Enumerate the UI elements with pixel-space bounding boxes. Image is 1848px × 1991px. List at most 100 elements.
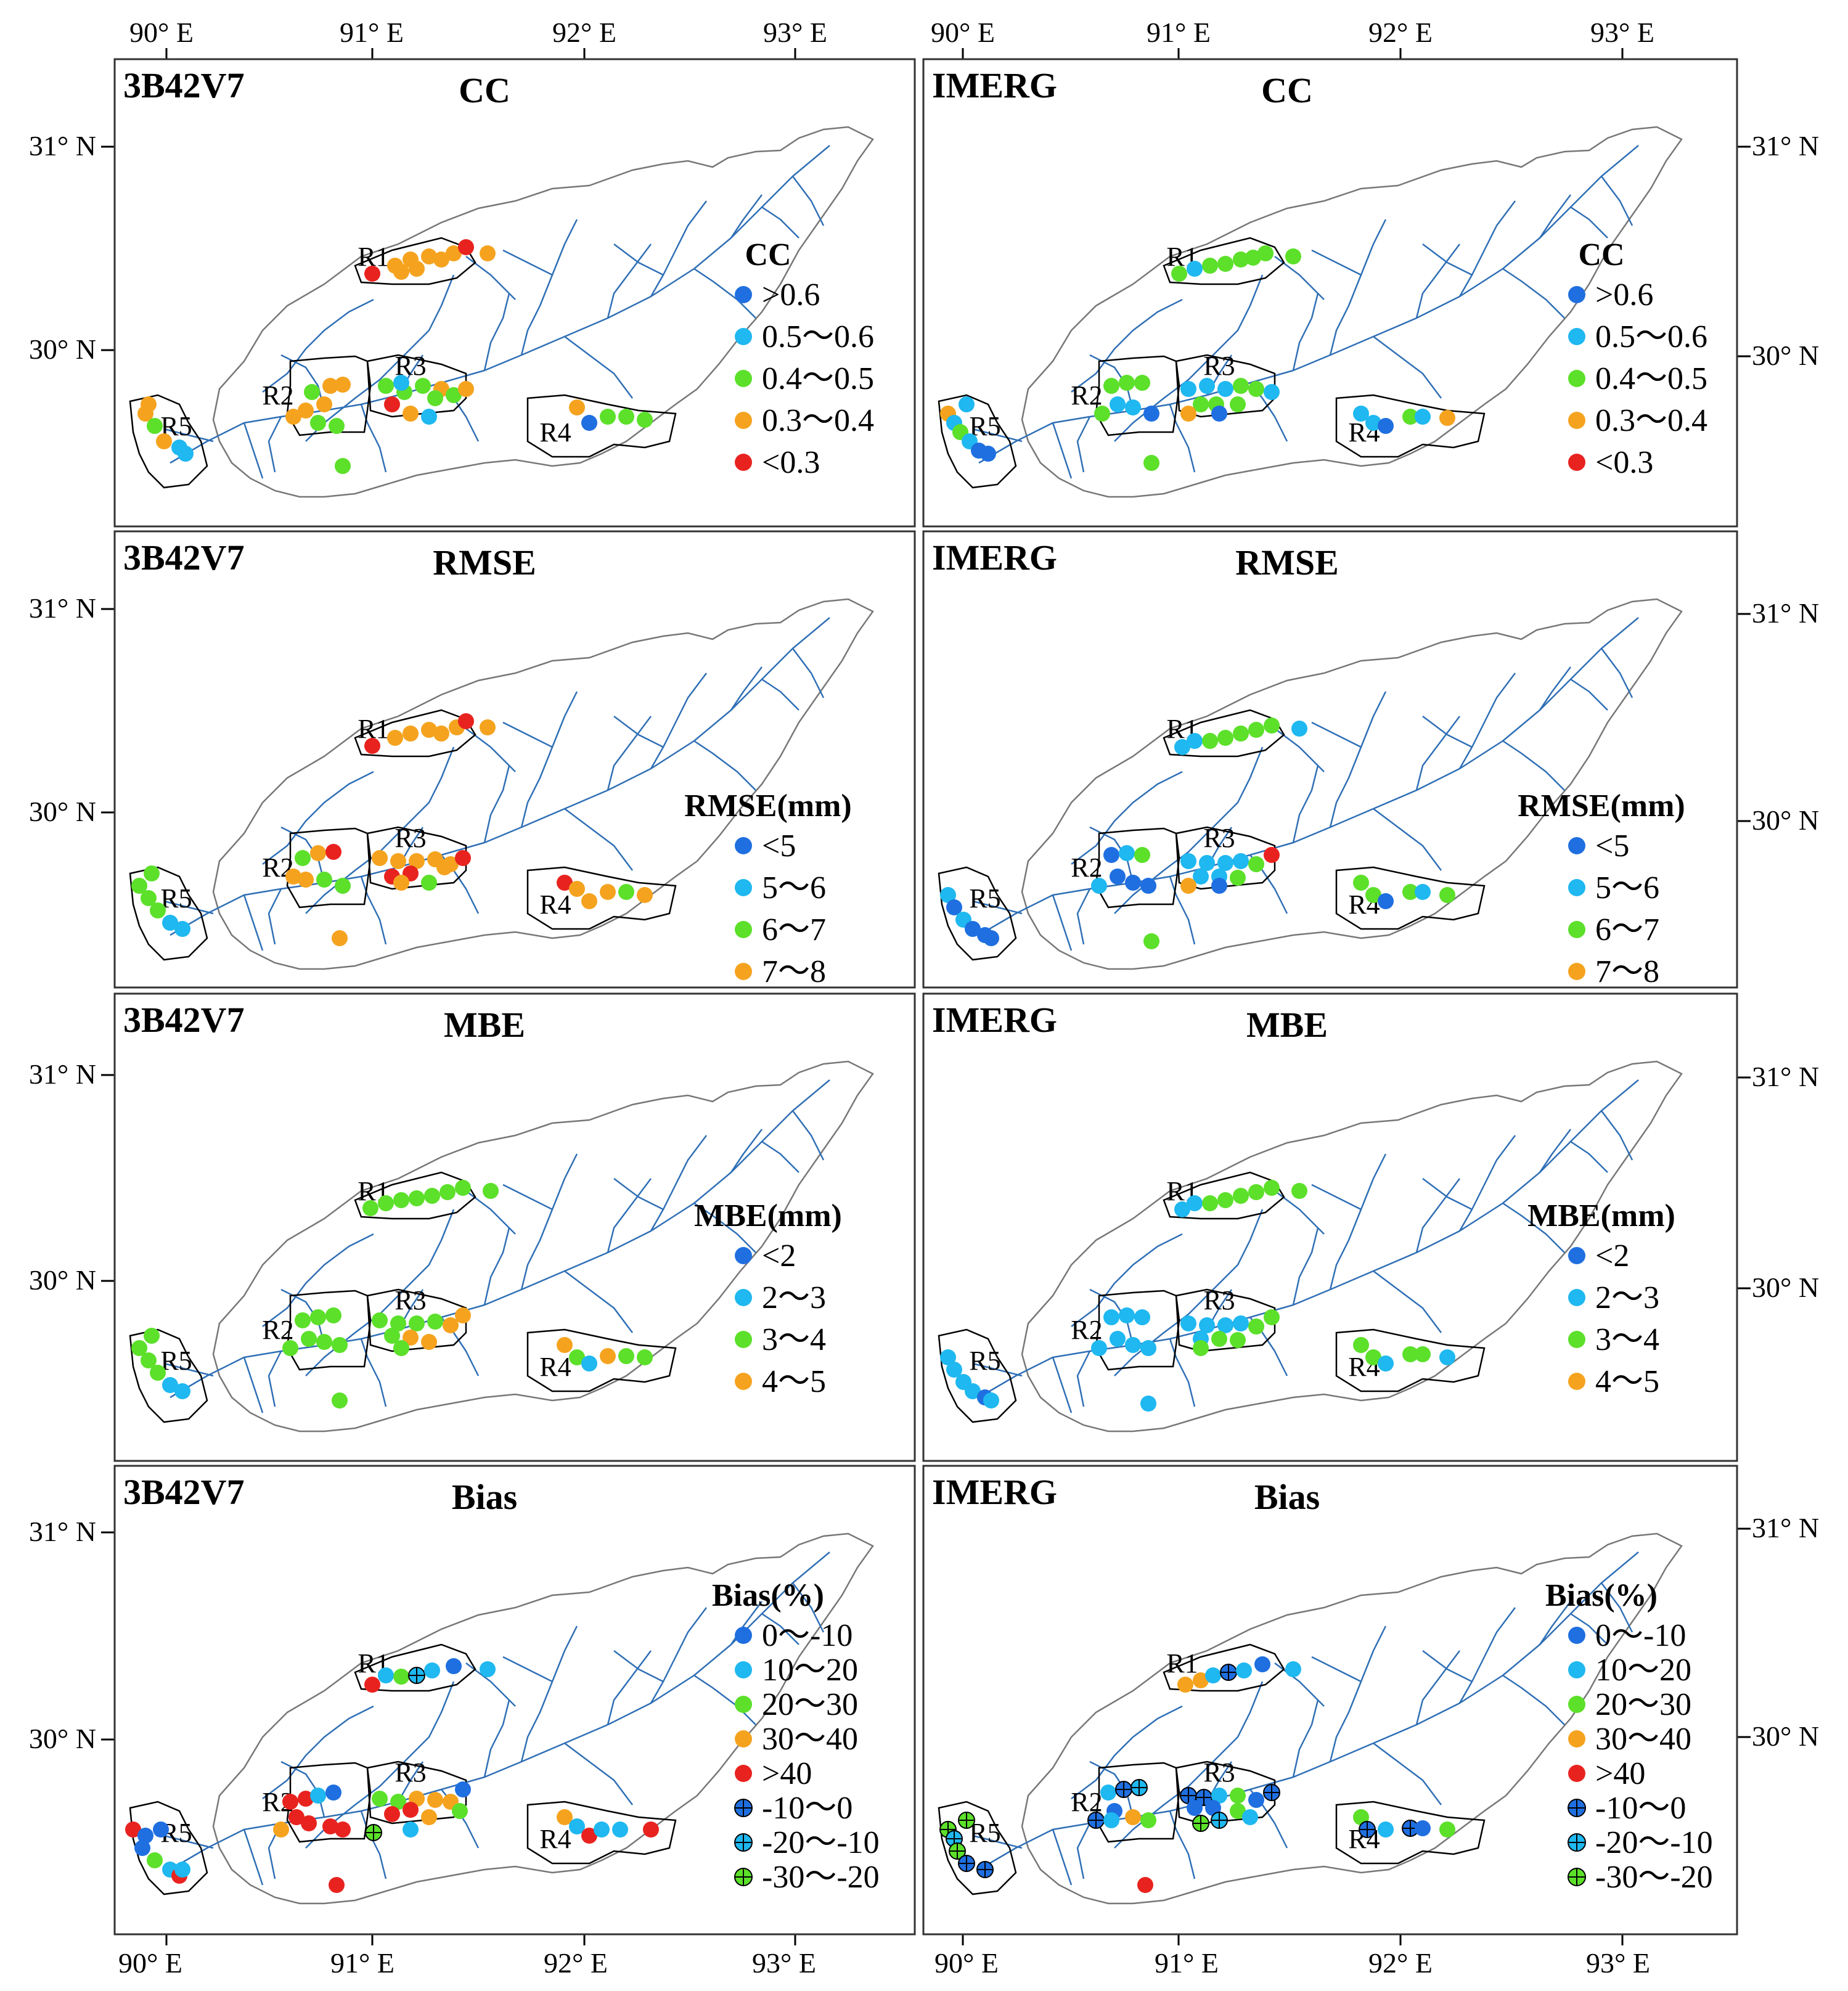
- legend-marker: [735, 370, 752, 387]
- gauge-point: [427, 390, 443, 406]
- gauge-point: [557, 875, 573, 891]
- gauge-point: [1402, 1346, 1418, 1362]
- basin-outline: [1021, 1532, 1683, 1905]
- river-line: [1373, 808, 1442, 871]
- y-axis-left-label: 31° N: [29, 1516, 96, 1547]
- gauge-point: [1125, 875, 1141, 891]
- legend-title: Bias(%): [1545, 1578, 1658, 1613]
- gauge-point: [1193, 869, 1209, 885]
- river-line: [1052, 894, 1073, 951]
- river-line: [972, 900, 1023, 915]
- gauge-point: [1230, 396, 1246, 412]
- legend-item-label: 7～8: [1595, 954, 1659, 989]
- legend-item-label: 4～5: [762, 1364, 826, 1399]
- gauge-point: [378, 378, 394, 394]
- gauge-point-cross: [1116, 1781, 1132, 1797]
- gauge-point: [162, 915, 178, 931]
- legend-item-label: >0.6: [762, 277, 820, 313]
- river-line: [761, 206, 799, 239]
- legend-title: RMSE(mm): [684, 788, 852, 824]
- region-outline-r5: [938, 1801, 1017, 1895]
- river-line: [1601, 648, 1633, 698]
- river-line: [502, 721, 553, 748]
- gauge-point: [600, 884, 616, 900]
- region-outline-r1: [354, 1171, 476, 1220]
- region-outline-r4: [526, 1328, 677, 1392]
- river-line: [262, 771, 374, 865]
- panel-title: RMSE: [1235, 542, 1339, 583]
- legend-marker: [735, 286, 752, 303]
- gauge-point: [403, 1330, 419, 1346]
- gauge-point: [273, 1821, 289, 1838]
- gauge-point: [618, 1348, 634, 1364]
- gauge-point: [1285, 248, 1301, 264]
- gauge-point: [403, 1802, 419, 1818]
- gauge-point: [569, 1818, 585, 1834]
- gauge-point: [1202, 258, 1218, 274]
- x-axis-top-label: 90° E: [129, 17, 194, 48]
- gauge-point: [427, 1314, 443, 1330]
- river-line: [1169, 876, 1196, 945]
- product-label: 3B42V7: [123, 1000, 245, 1040]
- gauge-point: [150, 1365, 166, 1381]
- gauge-point: [378, 1667, 394, 1683]
- legend-item-label: 0.3～0.4: [1595, 403, 1707, 438]
- legend-title: MBE(mm): [694, 1198, 842, 1233]
- gauge-point: [421, 1334, 437, 1350]
- river-line: [1373, 1743, 1442, 1805]
- gauge-point: [1365, 1349, 1381, 1365]
- gauge-point: [581, 415, 597, 431]
- region-label-r3: R3: [1203, 823, 1235, 853]
- panel-title: MBE: [1246, 1005, 1328, 1045]
- legend-marker: [735, 412, 752, 429]
- y-axis-left-label: 31° N: [29, 592, 96, 624]
- gauge-point: [393, 1340, 409, 1356]
- basin-outline: [212, 126, 874, 498]
- gauge-point: [1365, 415, 1381, 431]
- gauge-point: [1248, 1184, 1264, 1200]
- legend-item-label: <2: [762, 1238, 796, 1274]
- river-line: [483, 1227, 510, 1306]
- gauge-point: [983, 930, 999, 946]
- gauge-point: [1415, 884, 1431, 900]
- region-outline-r4: [1335, 1328, 1486, 1392]
- gauge-point: [946, 1362, 962, 1378]
- gauge-point: [362, 1200, 378, 1216]
- gauge-point: [569, 881, 585, 897]
- river-line: [1329, 1625, 1387, 1762]
- gauge-point: [443, 1317, 459, 1333]
- gauge-point: [372, 850, 388, 866]
- river-line: [1570, 1140, 1608, 1173]
- river-line: [243, 422, 264, 479]
- gauge-point: [1264, 717, 1280, 734]
- gauge-point: [285, 409, 301, 425]
- y-axis-left-label: 30° N: [29, 333, 96, 365]
- gauge-point-cross: [1211, 1812, 1227, 1828]
- river-line: [502, 1656, 553, 1683]
- legend-marker: [1568, 1765, 1585, 1782]
- gauge-point: [1217, 256, 1233, 272]
- gauge-point: [1353, 875, 1369, 891]
- gauge-point: [557, 1337, 573, 1353]
- legend-item-label: 30～40: [1595, 1722, 1691, 1757]
- river-line: [1458, 1607, 1516, 1704]
- gauge-point: [1103, 1812, 1119, 1828]
- gauge-point: [458, 239, 474, 255]
- gauge-point: [1439, 410, 1455, 426]
- river-line: [243, 894, 264, 951]
- gauge-point: [335, 377, 351, 393]
- gauge-point: [1254, 1656, 1270, 1672]
- region-outline-r5: [938, 1328, 1017, 1423]
- x-axis-bottom-label: 93° E: [752, 1947, 816, 1979]
- region-outline-r5: [129, 1328, 208, 1423]
- region-label-r3: R3: [395, 1285, 426, 1315]
- gauge-point: [1205, 1667, 1221, 1683]
- y-axis-right-label: 30° N: [1752, 1720, 1819, 1752]
- gauge-point: [1137, 1877, 1153, 1893]
- river-line: [170, 1079, 830, 1399]
- x-axis-top-label: 90° E: [931, 17, 995, 48]
- gauge-point: [1143, 933, 1159, 949]
- legend-marker: [1568, 837, 1585, 854]
